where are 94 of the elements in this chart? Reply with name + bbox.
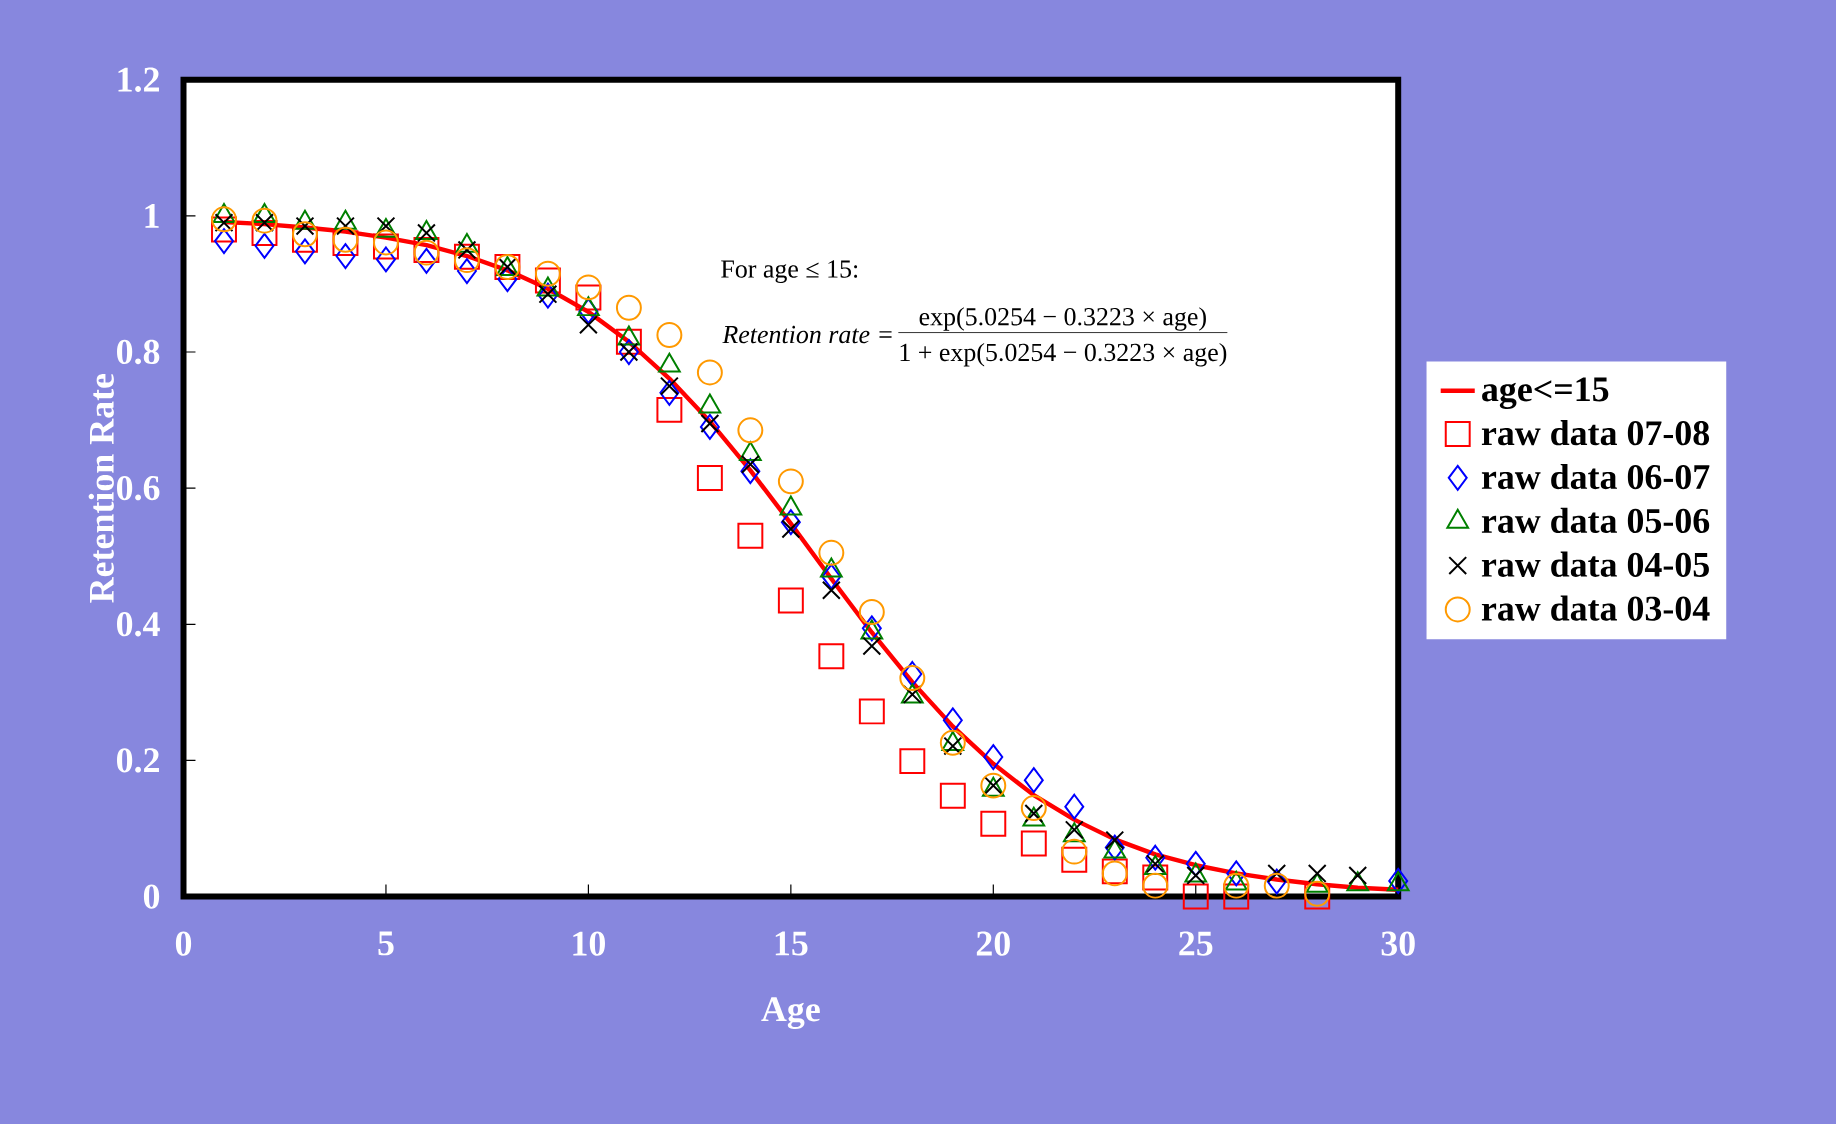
y-tick-label: 1.2 — [118, 67, 159, 92]
point — [699, 413, 720, 440]
point — [416, 247, 437, 274]
point — [1226, 860, 1247, 887]
point — [1182, 883, 1209, 910]
y-tick-label: 0.8 — [117, 339, 160, 365]
point — [858, 599, 885, 626]
point — [858, 698, 885, 725]
point — [939, 782, 966, 809]
point — [777, 468, 804, 495]
y-tick-label: 1 — [145, 204, 159, 228]
point — [696, 465, 723, 491]
y-tick-label: 0.6 — [117, 476, 160, 501]
point — [375, 246, 396, 273]
point — [862, 636, 882, 656]
point — [818, 539, 845, 566]
point — [1267, 863, 1287, 883]
point — [456, 258, 477, 285]
point — [214, 228, 234, 255]
point — [575, 274, 602, 301]
point — [700, 414, 720, 433]
point — [899, 665, 926, 692]
legend-label: raw data 07-08 — [1481, 420, 1710, 446]
annotation: For age ≤ 15: — [721, 260, 858, 284]
point — [211, 216, 237, 243]
point — [1142, 864, 1169, 891]
y-tick-label: 0.2 — [117, 748, 159, 773]
x-tick-label: 20 — [976, 931, 1010, 956]
point — [983, 744, 1004, 771]
point — [740, 454, 760, 474]
point — [575, 284, 602, 311]
point — [737, 417, 764, 444]
point — [1064, 793, 1085, 820]
point — [1348, 866, 1368, 885]
point — [336, 216, 355, 236]
x-tick-label: 15 — [775, 931, 808, 956]
x-tick-label: 25 — [1179, 931, 1213, 956]
point — [980, 810, 1007, 837]
annotation: exp(5.0254 − 0.3223 × age) — [919, 307, 1206, 331]
point — [696, 359, 723, 386]
x-tick-label: 10 — [573, 931, 605, 956]
point — [656, 322, 683, 349]
point — [737, 522, 764, 549]
annotation: 1 + exp(5.0254 − 0.3223 × age) — [900, 342, 1227, 367]
point — [1020, 795, 1047, 822]
point — [821, 563, 842, 590]
point — [534, 260, 561, 287]
point — [1020, 830, 1047, 857]
point — [902, 661, 923, 687]
point — [335, 243, 356, 270]
y-axis-title: Retention Rate — [88, 373, 114, 603]
point — [821, 580, 841, 600]
point — [497, 266, 518, 293]
point — [1223, 872, 1250, 899]
point — [615, 328, 642, 355]
point — [1142, 872, 1169, 899]
point — [292, 221, 318, 248]
point — [295, 238, 315, 265]
x-tick-label: 0 — [175, 931, 192, 956]
point — [1223, 883, 1250, 910]
point — [537, 282, 558, 309]
point — [615, 294, 642, 321]
point — [534, 267, 561, 294]
point — [818, 643, 845, 670]
point — [899, 748, 926, 775]
point — [1061, 838, 1088, 865]
legend-label: raw data 06-07 — [1481, 463, 1710, 490]
point — [740, 458, 761, 485]
point — [578, 315, 598, 335]
point — [251, 207, 278, 234]
point — [781, 519, 801, 539]
point — [1105, 830, 1125, 850]
point — [1061, 846, 1088, 873]
legend-label: raw data 05-06 — [1481, 507, 1710, 534]
point — [1145, 844, 1166, 871]
point — [656, 396, 683, 423]
point — [254, 232, 275, 259]
point — [211, 206, 237, 233]
legend-label: age<=15 — [1482, 377, 1609, 410]
legend-label: raw data 04-05 — [1481, 551, 1709, 577]
point — [777, 587, 804, 614]
point — [659, 376, 679, 396]
y-tick-label: 0 — [143, 884, 160, 909]
annotation: Retention rate = — [722, 325, 892, 344]
point — [780, 509, 801, 536]
point — [659, 379, 680, 406]
y-tick-label: 0.4 — [117, 612, 160, 637]
legend-label: raw data 03-04 — [1481, 595, 1710, 621]
point — [578, 298, 599, 325]
x-axis-title: Age — [761, 997, 820, 1030]
point — [1023, 767, 1044, 794]
x-tick-label: 30 — [1381, 931, 1415, 956]
point — [1307, 863, 1327, 883]
x-tick-label: 5 — [378, 931, 394, 956]
